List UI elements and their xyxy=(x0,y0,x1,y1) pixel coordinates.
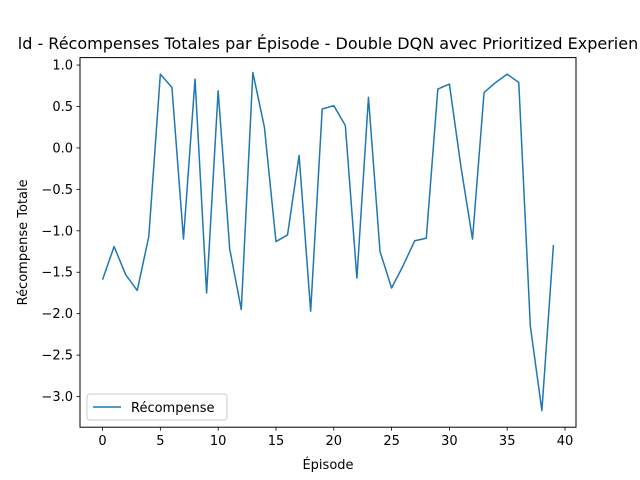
plot-frame xyxy=(79,57,577,428)
x-tick-label: 10 xyxy=(210,434,227,449)
y-tick-label: −2.0 xyxy=(41,307,73,322)
x-axis-label: Épisode xyxy=(302,457,353,473)
x-tick-label: 20 xyxy=(326,434,343,449)
x-tick-label: 35 xyxy=(499,434,516,449)
series-line-0 xyxy=(101,71,555,412)
legend: Récompense xyxy=(86,393,228,421)
y-tick-label: 0.0 xyxy=(52,141,73,156)
x-tick-label: 25 xyxy=(383,434,400,449)
y-axis-label: Récompense Totale xyxy=(16,179,31,305)
x-tick-label: 5 xyxy=(156,434,164,449)
y-tick-label: −3.0 xyxy=(41,390,73,405)
y-tick-label: 1.0 xyxy=(52,59,73,74)
y-tick-label: −0.5 xyxy=(41,183,73,198)
x-tick-label: 15 xyxy=(268,434,285,449)
series-layer xyxy=(101,71,555,412)
y-tick-label: −1.5 xyxy=(41,266,73,281)
y-tick-label: 0.5 xyxy=(52,100,73,115)
x-tick-label: 40 xyxy=(557,434,574,449)
y-axis-ticks: −3.0 −2.5 −2.0 −1.5 −1.0 −0.5 0.0 0.5 1.0 xyxy=(41,59,80,405)
legend-box xyxy=(86,393,228,421)
x-tick-label: 30 xyxy=(441,434,458,449)
chart-title: ld - Récompenses Totales par Épisode - D… xyxy=(18,34,638,53)
legend-label: Récompense xyxy=(131,401,214,416)
x-tick-label: 0 xyxy=(98,434,106,449)
y-tick-label: −2.5 xyxy=(41,349,73,364)
y-tick-label: −1.0 xyxy=(41,224,73,239)
x-axis-ticks: 0 5 10 15 20 25 30 35 40 xyxy=(98,427,573,449)
